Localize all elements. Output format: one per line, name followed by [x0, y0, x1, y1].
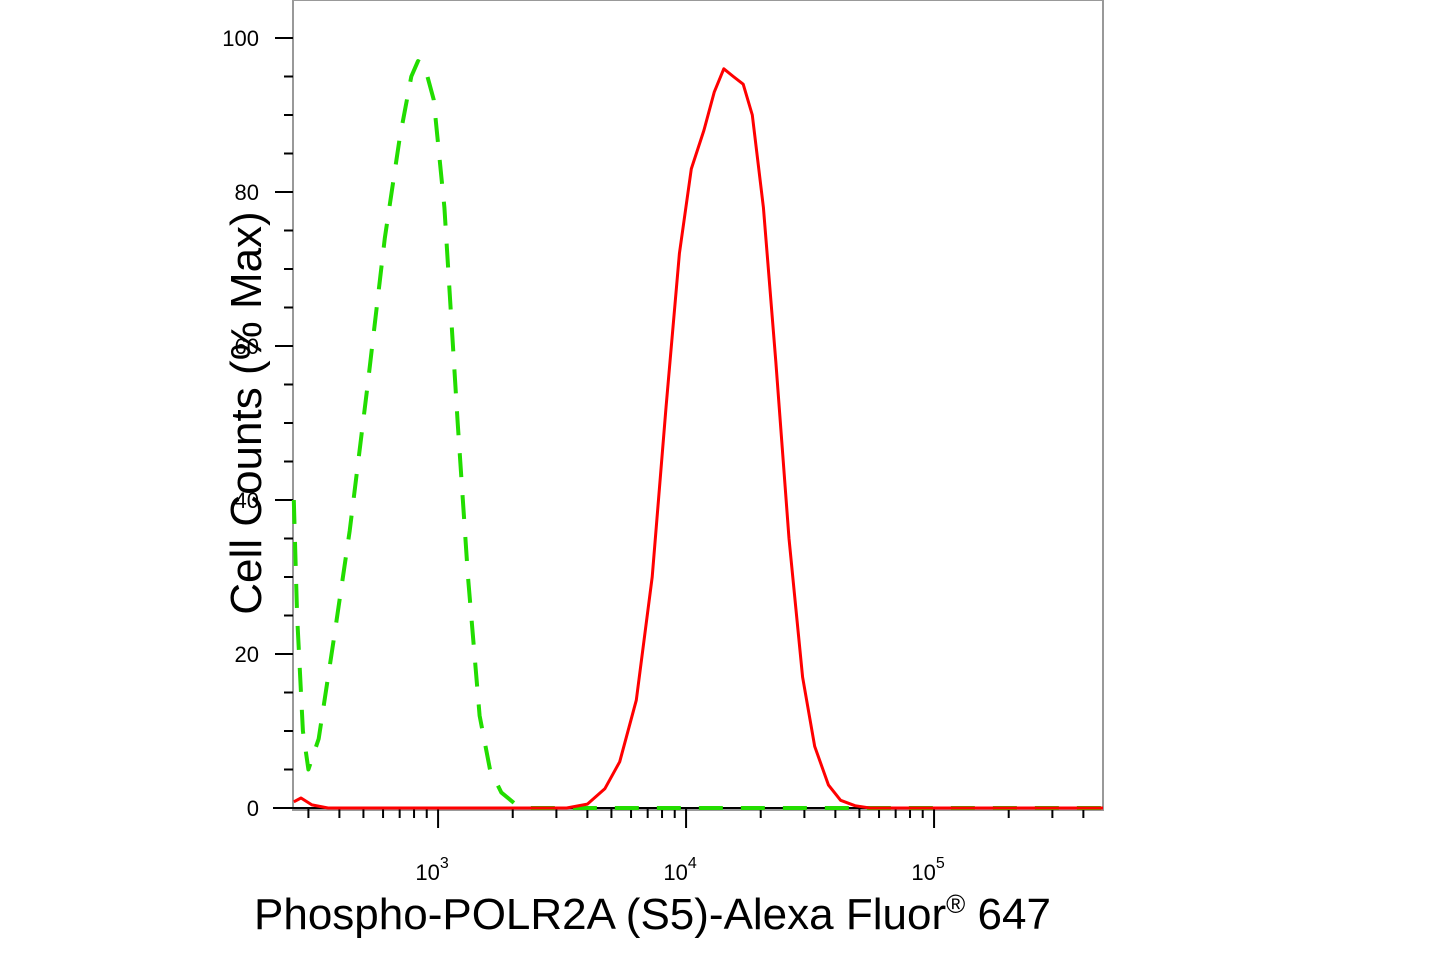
x-axis-title-main: Phospho-POLR2A (S5)-Alexa Fluor [254, 890, 947, 939]
x-tick-exponent: 3 [440, 855, 449, 872]
x-tick-exponent: 5 [936, 855, 945, 872]
y-tick-label: 100 [222, 26, 259, 51]
y-tick-label: 20 [235, 642, 259, 667]
x-tick-label: 105 [911, 855, 944, 885]
y-axis-title: Cell Counts (% Max) [222, 211, 271, 615]
x-tick-exponent: 4 [688, 855, 697, 872]
y-axis-ticks [275, 37, 293, 809]
y-tick-label: 80 [235, 180, 259, 205]
x-tick-base: 10 [663, 860, 687, 885]
series-1-line [291, 59, 1103, 810]
y-tick-label: 40 [235, 488, 259, 513]
x-axis-title-suffix: 647 [965, 890, 1051, 939]
registered-mark: ® [946, 889, 966, 919]
y-axis-tick-labels: 0 20 40 60 80 100 [222, 26, 259, 821]
x-tick-label: 104 [663, 855, 696, 885]
x-axis-tick-labels: 103 104 105 [415, 855, 944, 885]
plot-frame [292, 0, 1104, 811]
series-layer [291, 59, 1103, 810]
y-tick-label: 60 [235, 334, 259, 359]
x-axis-title: Phospho-POLR2A (S5)-Alexa Fluor® 647 [0, 890, 1456, 939]
x-tick-label: 103 [415, 855, 448, 885]
y-tick-label: 0 [247, 796, 259, 821]
series-2-line [293, 67, 1103, 810]
x-tick-base: 10 [911, 860, 935, 885]
x-tick-base: 10 [415, 860, 439, 885]
